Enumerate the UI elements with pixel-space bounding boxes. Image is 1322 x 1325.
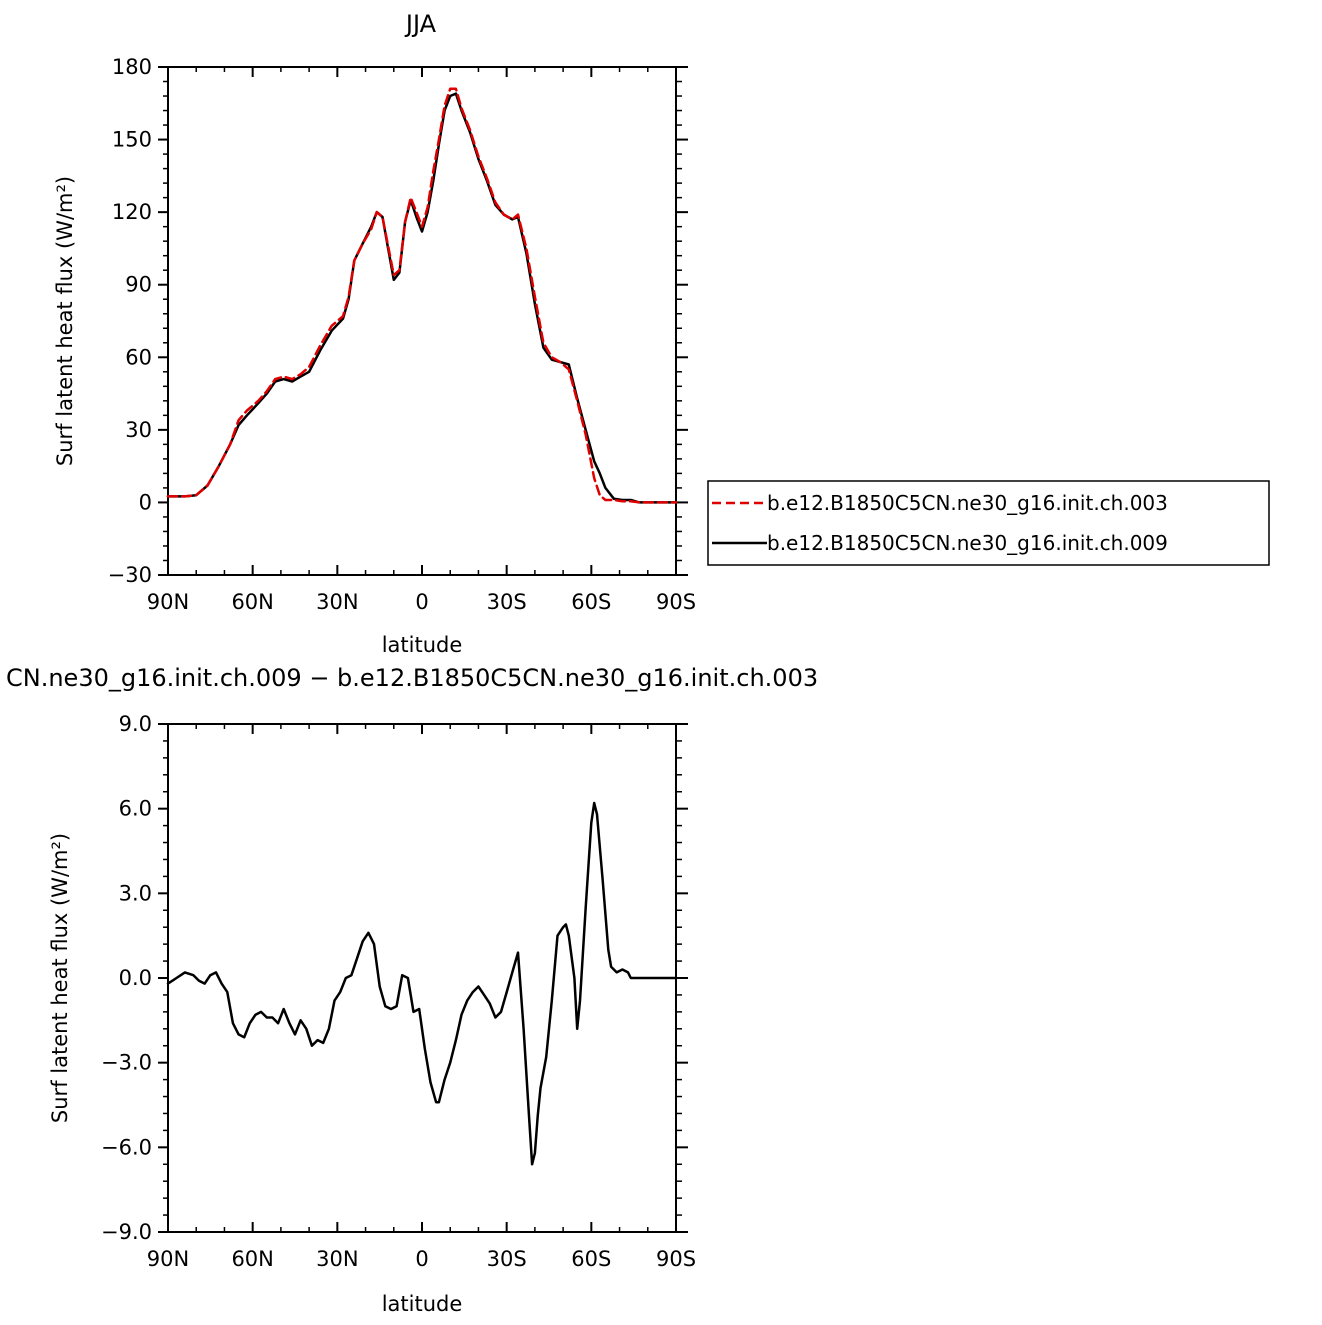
top-y-tick-label: 60 [125, 345, 152, 369]
bottom-y-tick-label: 3.0 [119, 881, 152, 905]
top-chart-frame [167, 66, 677, 576]
bottom-chart-xlabel: latitude [382, 1292, 463, 1316]
top-x-tick-label: 90S [656, 590, 696, 614]
top-chart: JJA 90N 60N 30N 0 30S 60S 90S −30 0 30 60 90 120 150… [53, 10, 696, 657]
legend-frame [707, 480, 1270, 566]
legend-label-009: b.e12.B1850C5CN.ne30_g16.init.ch.009 [767, 531, 1168, 555]
bottom-x-tick-label: 30N [316, 1247, 358, 1271]
top-y-tick-label: 180 [112, 55, 152, 79]
top-x-tick-label: 30N [316, 590, 358, 614]
bottom-x-tick-label: 90N [147, 1247, 189, 1271]
bottom-x-tick-label: 60S [571, 1247, 611, 1271]
top-y-tick-label: 90 [125, 273, 152, 297]
bottom-x-tick-label: 90S [656, 1247, 696, 1271]
bottom-chart-title: CN.ne30_g16.init.ch.009 − b.e12.B1850C5C… [6, 664, 818, 692]
top-x-tick-label: 60N [231, 590, 273, 614]
top-y-tick-label: −30 [108, 563, 152, 587]
top-y-tick-label: 150 [112, 128, 152, 152]
top-y-tick-label: 0 [139, 490, 152, 514]
bottom-y-tick-label: 9.0 [119, 712, 152, 736]
top-chart-xlabel: latitude [382, 633, 463, 657]
bottom-chart-frame [167, 723, 677, 1233]
bottom-chart: CN.ne30_g16.init.ch.009 − b.e12.B1850C5C… [6, 664, 818, 1316]
top-y-tick-label: 120 [112, 200, 152, 224]
top-series-line-0 [166, 87, 678, 504]
top-chart-title: JJA [404, 10, 437, 38]
bottom-y-tick-label: 0.0 [119, 966, 152, 990]
top-x-tick-label: 90N [147, 590, 189, 614]
bottom-y-tick-label: −9.0 [101, 1220, 152, 1244]
bottom-x-tick-label: 60N [231, 1247, 273, 1271]
top-x-tick-label: 60S [571, 590, 611, 614]
top-chart-legend: b.e12.B1850C5CN.ne30_g16.init.ch.003 b.e… [707, 480, 1270, 566]
bottom-x-tick-label: 30S [487, 1247, 527, 1271]
bottom-y-tick-label: 6.0 [119, 797, 152, 821]
top-chart-ylabel: Surf latent heat flux (W/m²) [53, 176, 77, 466]
bottom-y-tick-label: −3.0 [101, 1051, 152, 1075]
top-y-tick-label: 30 [125, 418, 152, 442]
top-x-tick-label: 0 [415, 590, 428, 614]
top-series-line-1 [166, 92, 678, 504]
bottom-y-tick-label: −6.0 [101, 1135, 152, 1159]
bottom-x-tick-label: 0 [415, 1247, 428, 1271]
bottom-series-line-0 [166, 801, 678, 1166]
legend-label-003: b.e12.B1850C5CN.ne30_g16.init.ch.003 [767, 491, 1168, 515]
top-x-tick-label: 30S [487, 590, 527, 614]
bottom-chart-ylabel: Surf latent heat flux (W/m²) [48, 833, 72, 1123]
